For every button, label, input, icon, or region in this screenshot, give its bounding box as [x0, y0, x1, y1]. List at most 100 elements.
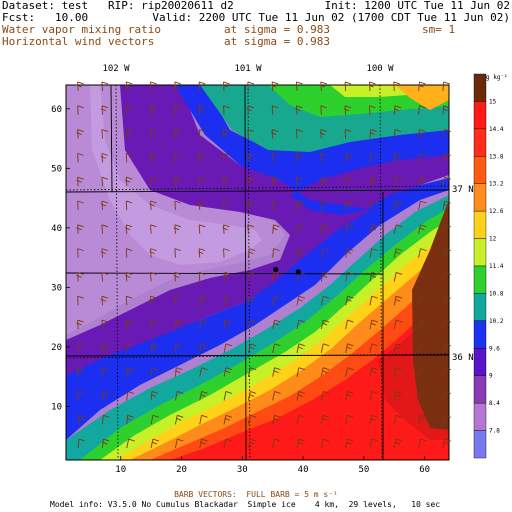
wind-barb	[150, 81, 157, 91]
colorbar-label: 10.8	[489, 290, 504, 297]
wind-barb	[418, 152, 427, 163]
colorbar-swatch	[473, 430, 487, 459]
wind-barb	[442, 81, 450, 91]
wind-barb	[369, 343, 378, 353]
colorbar-label: 13.2	[489, 181, 504, 188]
station-dot	[295, 269, 301, 275]
wind-barb	[126, 438, 135, 449]
wind-barb	[272, 224, 280, 234]
field1-level: at sigma = 0.983	[224, 23, 330, 36]
wind-barb	[125, 295, 133, 306]
wind-barb	[272, 391, 281, 401]
wind-barb	[320, 224, 329, 234]
wind-barb	[368, 105, 376, 115]
wind-barb	[369, 129, 377, 139]
wind-barb	[345, 200, 353, 211]
wind-barb	[223, 343, 233, 353]
wind-barb	[320, 343, 330, 353]
wind-barb	[418, 367, 427, 377]
colorbar-label: 12.6	[489, 208, 504, 215]
wind-barb	[199, 367, 208, 377]
x-tick-label: 50	[358, 465, 369, 475]
wind-barb	[295, 152, 303, 163]
wind-barb	[102, 414, 110, 425]
wind-barb	[173, 176, 182, 187]
wind-barb	[296, 81, 303, 91]
y-tick-label: 40	[51, 224, 62, 234]
wind-barb	[174, 438, 184, 449]
wind-barb	[418, 105, 426, 115]
wind-barb	[272, 343, 281, 353]
wind-barb	[174, 105, 182, 115]
station-markers	[273, 266, 301, 275]
wind-barb	[270, 81, 279, 91]
wind-barb	[344, 129, 352, 139]
wind-barb	[442, 129, 451, 139]
wind-barb	[270, 129, 279, 139]
wind-barb	[393, 200, 403, 211]
wind-barb	[442, 438, 451, 449]
wind-barb	[418, 248, 427, 258]
wind-barb	[76, 367, 84, 377]
wind-barb	[296, 248, 304, 258]
wind-barb	[198, 105, 206, 115]
colorbar-label: 13.8	[489, 153, 504, 160]
field-blue-band	[66, 85, 449, 440]
wind-barb	[100, 248, 109, 258]
wind-barb	[125, 105, 133, 115]
y-tick-label: 60	[51, 105, 62, 115]
wind-barb	[149, 295, 157, 306]
wind-barb	[271, 200, 279, 211]
wind-barb	[223, 391, 233, 401]
wind-barb	[418, 438, 427, 449]
wind-barb	[393, 343, 403, 353]
wind-barb	[393, 391, 403, 401]
wind-barb	[296, 391, 305, 401]
wind-barb	[345, 414, 354, 425]
field2-name: Horizontal wind vectors	[2, 35, 155, 48]
field2-level: at sigma = 0.983	[224, 35, 330, 48]
wind-barb	[173, 81, 182, 91]
wind-barb	[198, 200, 206, 211]
wind-barb	[76, 272, 84, 282]
wind-barb	[102, 391, 110, 401]
wind-barb	[100, 343, 109, 353]
wind-barb	[296, 295, 305, 306]
wind-barb	[150, 176, 157, 187]
wind-barb	[368, 81, 376, 91]
wind-barb	[319, 129, 327, 139]
wind-barb	[296, 438, 305, 449]
wind-barb	[150, 319, 157, 330]
wind-barb	[125, 343, 133, 353]
wind-barb	[247, 176, 254, 187]
wind-barb	[393, 295, 403, 306]
y-tick-label: 50	[51, 164, 62, 174]
wind-barb	[247, 224, 254, 234]
wind-barb	[76, 319, 84, 330]
wind-barb	[272, 438, 281, 449]
wind-barb	[76, 81, 84, 91]
colorbar-swatch	[473, 320, 487, 349]
wind-barb	[270, 176, 279, 187]
wind-barb	[76, 224, 84, 234]
wind-barb	[149, 105, 157, 115]
wind-barb	[369, 438, 378, 449]
y-tick-label: 10	[51, 402, 62, 412]
wind-barb	[77, 248, 84, 258]
wind-barb	[199, 438, 208, 449]
wind-barb	[393, 129, 402, 139]
wind-barb	[174, 414, 184, 425]
wind-barb	[296, 414, 305, 425]
wind-barb	[320, 295, 330, 306]
plot-frame	[65, 84, 450, 461]
wind-barb	[442, 152, 451, 163]
wind-barb	[199, 319, 207, 330]
wind-barb	[418, 295, 427, 306]
wind-barb	[369, 272, 378, 282]
wind-barb	[271, 105, 279, 115]
wind-barb	[442, 105, 450, 115]
wind-barb	[126, 414, 134, 425]
wind-barb	[369, 414, 378, 425]
wind-barb	[393, 438, 403, 449]
